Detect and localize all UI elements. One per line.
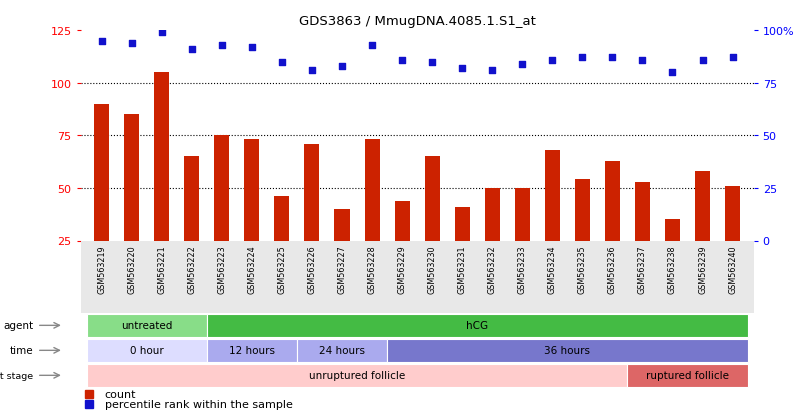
Text: 0 hour: 0 hour: [130, 346, 164, 356]
Bar: [575, 180, 590, 293]
Point: [726, 55, 739, 62]
Point: [666, 70, 679, 76]
Text: 12 hours: 12 hours: [229, 346, 275, 356]
Bar: [725, 186, 740, 293]
Point: [516, 61, 529, 68]
Bar: [635, 182, 650, 293]
Text: unruptured follicle: unruptured follicle: [309, 370, 405, 380]
Text: 36 hours: 36 hours: [544, 346, 590, 356]
Text: ruptured follicle: ruptured follicle: [646, 370, 729, 380]
Point: [156, 30, 168, 36]
Text: GSM563231: GSM563231: [458, 244, 467, 293]
Point: [636, 57, 649, 64]
Point: [546, 57, 559, 64]
Point: [245, 45, 258, 51]
Text: GSM563234: GSM563234: [548, 244, 557, 293]
Point: [95, 38, 108, 45]
Text: GSM563238: GSM563238: [668, 244, 677, 293]
Bar: [185, 157, 199, 293]
Text: GSM563236: GSM563236: [608, 244, 617, 293]
Bar: [515, 188, 530, 293]
Point: [276, 59, 289, 66]
Point: [305, 68, 318, 74]
Text: GSM563221: GSM563221: [157, 244, 166, 293]
Bar: [86, 339, 207, 362]
Text: GSM563223: GSM563223: [218, 244, 226, 293]
Bar: [425, 157, 439, 293]
Text: GSM563228: GSM563228: [368, 244, 376, 293]
Bar: [207, 339, 297, 362]
Title: GDS3863 / MmugDNA.4085.1.S1_at: GDS3863 / MmugDNA.4085.1.S1_at: [299, 15, 535, 28]
Text: GSM563225: GSM563225: [277, 244, 286, 293]
Text: GSM563230: GSM563230: [428, 244, 437, 293]
Bar: [207, 314, 748, 337]
Text: 24 hours: 24 hours: [319, 346, 365, 356]
Text: GSM563226: GSM563226: [307, 244, 317, 293]
Text: hCG: hCG: [466, 320, 488, 330]
Bar: [545, 151, 560, 293]
Point: [486, 68, 499, 74]
Text: GSM563240: GSM563240: [728, 244, 737, 293]
Bar: [334, 209, 350, 293]
Text: GSM563232: GSM563232: [488, 244, 496, 293]
Text: GSM563239: GSM563239: [698, 244, 707, 293]
Bar: [305, 144, 319, 293]
Bar: [244, 140, 260, 293]
Bar: [364, 140, 380, 293]
Text: GSM563237: GSM563237: [638, 244, 647, 293]
Text: count: count: [105, 389, 136, 399]
Point: [335, 63, 348, 70]
Text: development stage: development stage: [0, 371, 34, 380]
Point: [426, 59, 438, 66]
Bar: [395, 201, 409, 293]
Text: agent: agent: [3, 320, 34, 330]
Text: time: time: [10, 346, 34, 356]
Text: GSM563220: GSM563220: [127, 244, 136, 293]
Point: [185, 47, 198, 53]
Bar: [297, 339, 387, 362]
Text: untreated: untreated: [121, 320, 172, 330]
Point: [696, 57, 709, 64]
Text: percentile rank within the sample: percentile rank within the sample: [105, 399, 293, 408]
Point: [576, 55, 589, 62]
Bar: [274, 197, 289, 293]
Point: [366, 43, 379, 49]
Text: GSM563222: GSM563222: [187, 244, 197, 293]
Bar: [695, 172, 710, 293]
Bar: [86, 364, 627, 387]
Text: GSM563229: GSM563229: [397, 244, 406, 293]
Text: GSM563235: GSM563235: [578, 244, 587, 293]
Bar: [455, 207, 470, 293]
Text: GSM563233: GSM563233: [517, 244, 527, 293]
Bar: [484, 188, 500, 293]
Bar: [214, 136, 230, 293]
Point: [455, 65, 468, 72]
Bar: [387, 339, 748, 362]
Point: [215, 43, 228, 49]
Point: [125, 40, 138, 47]
Bar: [665, 220, 680, 293]
Text: GSM563227: GSM563227: [338, 244, 347, 293]
Bar: [86, 314, 207, 337]
Point: [606, 55, 619, 62]
Bar: [627, 364, 748, 387]
Text: GSM563224: GSM563224: [247, 244, 256, 293]
Bar: [604, 161, 620, 293]
Point: [396, 57, 409, 64]
Bar: [154, 73, 169, 293]
Bar: [124, 115, 139, 293]
Text: GSM563219: GSM563219: [98, 244, 106, 293]
Bar: [94, 104, 109, 293]
